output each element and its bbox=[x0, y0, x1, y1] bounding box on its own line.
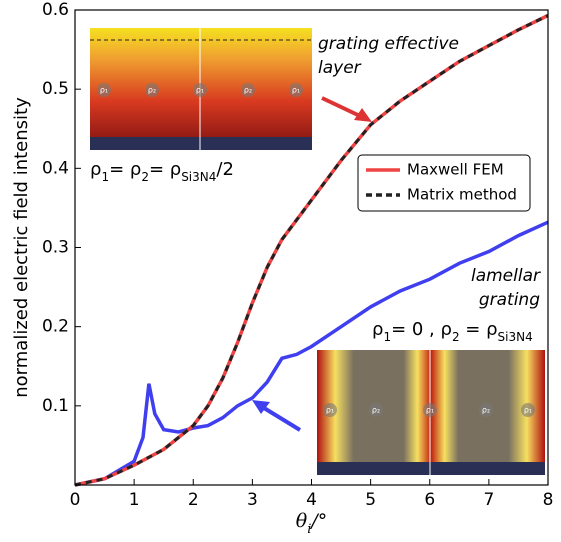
annotation: layer bbox=[318, 58, 362, 78]
inset-dot bbox=[193, 83, 207, 97]
inset-dot bbox=[369, 403, 383, 417]
inset-label: ρ₂ bbox=[369, 403, 383, 417]
x-tick-label: 7 bbox=[483, 490, 494, 510]
y-tick-label: 0.1 bbox=[42, 396, 69, 416]
y-tick-label: 0.5 bbox=[42, 79, 69, 99]
annotation: grating effective bbox=[318, 34, 459, 54]
arrow bbox=[262, 406, 302, 432]
inset-label-text: ρ₁ bbox=[292, 86, 300, 95]
inset-label: ρ₂ bbox=[241, 83, 255, 97]
inset-label-text: ρ₁ bbox=[524, 406, 532, 415]
series-line bbox=[74, 220, 549, 487]
inset-label: ρ₁ bbox=[97, 83, 111, 97]
annotation-part: Si3N4 bbox=[181, 170, 216, 184]
inset-label-text: ρ₂ bbox=[372, 406, 380, 415]
x-tick-label: 4 bbox=[306, 490, 317, 510]
x-tick-label: 1 bbox=[129, 490, 140, 510]
inset-substrate bbox=[90, 137, 312, 150]
insets bbox=[90, 28, 545, 475]
inset-label-text: ρ₂ bbox=[244, 86, 252, 95]
inset-label-text: ρ₂ bbox=[482, 406, 490, 415]
legend: Maxwell FEM Matrix method bbox=[357, 154, 531, 212]
x-label-part: θ bbox=[296, 510, 308, 532]
x-axis-label: θi/° bbox=[296, 510, 328, 537]
annotation: ρ1= ρ2= ρSi3N4/2 bbox=[90, 159, 234, 184]
arrow bbox=[321, 96, 361, 118]
inset-label-text: ρ₁ bbox=[426, 406, 434, 415]
inset-dot bbox=[145, 83, 159, 97]
legend-label: Matrix method bbox=[407, 186, 517, 204]
inset-label: ρ₂ bbox=[145, 83, 159, 97]
inset-dot bbox=[97, 83, 111, 97]
annotation: lamellar bbox=[471, 266, 541, 286]
inset-dot bbox=[479, 403, 493, 417]
annotation-part: ρ bbox=[90, 159, 101, 180]
y-tick-label: 0.3 bbox=[42, 238, 69, 258]
inset-label: ρ₁ bbox=[323, 403, 337, 417]
annotation-part: = ρ bbox=[109, 159, 141, 180]
arrow-head bbox=[354, 108, 372, 122]
x-label-part: /° bbox=[309, 510, 327, 532]
series-line bbox=[74, 14, 549, 487]
annotation-part: 2 bbox=[141, 170, 149, 184]
inset-dot bbox=[423, 403, 437, 417]
x-tick-label: 2 bbox=[188, 490, 199, 510]
annotation-part: 1 bbox=[383, 330, 391, 344]
arrow-head bbox=[252, 400, 270, 414]
annotation-part: = ρ bbox=[460, 319, 498, 340]
inset-dot bbox=[323, 403, 337, 417]
inset-label: ρ₁ bbox=[289, 83, 303, 97]
inset-label-text: ρ₁ bbox=[326, 406, 334, 415]
x-tick-label: 5 bbox=[365, 490, 376, 510]
plot-frame bbox=[74, 9, 549, 486]
inset-label: ρ₁ bbox=[193, 83, 207, 97]
y-tick-label: 0.4 bbox=[42, 158, 69, 178]
inset-label: ρ₁ bbox=[521, 403, 535, 417]
legend-box bbox=[357, 154, 531, 212]
annotation-part: = 0 , ρ bbox=[391, 319, 452, 340]
x-tick-label: 3 bbox=[247, 490, 258, 510]
inset-substrate bbox=[317, 462, 545, 475]
x-tick-label: 6 bbox=[424, 490, 435, 510]
y-tick-label: 0.6 bbox=[42, 0, 69, 20]
annotation-part: /2 bbox=[216, 159, 234, 180]
annotation: grating bbox=[479, 290, 540, 310]
annotation-part: = ρ bbox=[149, 159, 181, 180]
y-axis-label: normalized electric field intensity bbox=[11, 97, 32, 398]
annotation: ρ1= 0 , ρ2 = ρSi3N4 bbox=[372, 319, 533, 344]
inset-label-text: ρ₁ bbox=[100, 86, 108, 95]
inset-dot bbox=[289, 83, 303, 97]
x-tick-label: 8 bbox=[543, 490, 554, 510]
inset-label: ρ₂ bbox=[479, 403, 493, 417]
annotation-part: 1 bbox=[101, 170, 109, 184]
annotation-part: Si3N4 bbox=[498, 330, 533, 344]
annotation-part: 2 bbox=[452, 330, 460, 344]
annotation-part: ρ bbox=[372, 319, 383, 340]
inset-label-text: ρ₁ bbox=[196, 86, 204, 95]
x-label-part: i bbox=[307, 522, 311, 537]
legend-label: Maxwell FEM bbox=[407, 161, 504, 179]
inset-dot bbox=[241, 83, 255, 97]
inset-dot bbox=[521, 403, 535, 417]
y-tick-label: 0.2 bbox=[42, 317, 69, 337]
inset-label: ρ₁ bbox=[423, 403, 437, 417]
x-tick-label: 0 bbox=[70, 490, 81, 510]
inset-label-text: ρ₂ bbox=[148, 86, 156, 95]
